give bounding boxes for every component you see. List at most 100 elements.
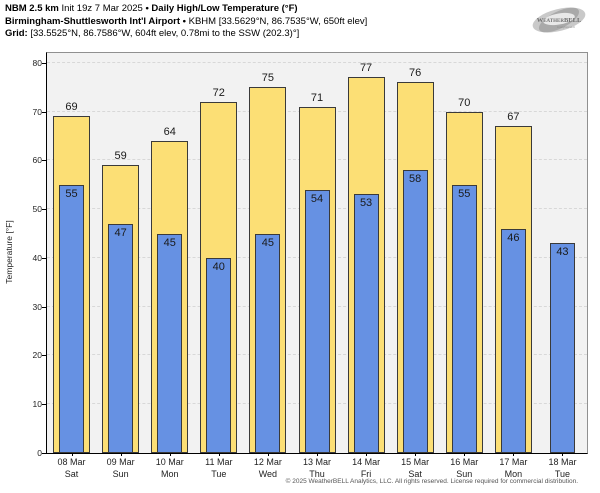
x-tick-date: 13 Mar — [302, 457, 331, 467]
x-tick-label: 10 Mar Mon — [145, 457, 194, 480]
y-tick-mark — [42, 355, 46, 357]
low-bar — [451, 184, 477, 453]
svg-text:Analytics LLC: Analytics LLC — [557, 25, 576, 29]
x-tick-label: 09 Mar Sun — [96, 457, 145, 480]
high-value-label: 72 — [212, 86, 225, 99]
x-tick-mark — [71, 453, 73, 456]
x-tick-label: 11 Mar Tue — [194, 457, 243, 480]
x-tick-mark — [218, 453, 220, 456]
y-tick-label: 60 — [32, 155, 42, 166]
x-tick-weekday: Thu — [309, 468, 325, 479]
y-tick-label: 50 — [32, 204, 42, 215]
x-tick-weekday: Sun — [456, 468, 473, 479]
x-tick-date: 12 Mar — [253, 457, 282, 467]
low-bar — [549, 243, 575, 453]
low-value-label: 46 — [507, 231, 520, 244]
y-tick-mark — [42, 257, 46, 259]
low-value-label: 53 — [359, 197, 373, 210]
low-value-label: 40 — [212, 260, 225, 273]
y-tick-label: 80 — [32, 57, 42, 68]
high-value-label: 64 — [163, 125, 176, 138]
y-tick-label: 40 — [32, 252, 42, 263]
low-bar — [402, 170, 428, 453]
x-tick-date: 08 Mar — [57, 457, 86, 467]
x-tick-date: 18 Mar — [548, 457, 577, 467]
svg-text:WEATHERBELL: WEATHERBELL — [537, 17, 582, 24]
x-tick-label: 14 Mar Fri — [342, 457, 391, 480]
x-tick-label: 15 Mar Sat — [391, 457, 440, 480]
high-value-label: 69 — [65, 101, 78, 114]
y-tick-label: 70 — [32, 106, 42, 117]
x-tick-mark — [415, 453, 417, 456]
title-line-model: NBM 2.5 km Init 19z 7 Mar 2025 • Daily H… — [5, 3, 367, 16]
x-tick-weekday: Fri — [360, 468, 372, 479]
high-value-label: 76 — [409, 67, 422, 80]
x-tick-date: 14 Mar — [352, 457, 381, 467]
x-tick-date: 15 Mar — [401, 457, 430, 467]
low-value-label: 58 — [409, 173, 422, 186]
x-tick-label: 17 Mar Mon — [489, 457, 538, 480]
y-tick-mark — [42, 453, 46, 454]
chart-title-block: NBM 2.5 km Init 19z 7 Mar 2025 • Daily H… — [5, 3, 367, 41]
station-meta: KBHM [33.5629°N, 86.7535°W, 650ft elev] — [188, 15, 368, 27]
grid-label: Grid: — [5, 28, 28, 39]
low-bar — [59, 184, 85, 453]
y-tick-mark — [42, 160, 46, 162]
x-tick-weekday: Sun — [112, 468, 129, 479]
low-value-label: 45 — [163, 236, 176, 249]
x-tick-date: 11 Mar — [205, 457, 233, 467]
x-tick-weekday: Wed — [258, 468, 278, 479]
low-value-label: 54 — [310, 192, 324, 205]
high-value-label: 77 — [359, 62, 373, 75]
low-value-label: 43 — [556, 246, 569, 259]
x-tick-weekday: Sat — [408, 468, 422, 479]
y-tick-mark — [42, 306, 46, 308]
x-tick-date: 09 Mar — [106, 457, 135, 467]
product-name: • Daily High/Low Temperature (°F) — [145, 3, 298, 14]
x-tick-mark — [513, 453, 515, 456]
gridline — [47, 61, 587, 63]
grid-meta: [33.5525°N, 86.7586°W, 604ft elev, 0.78m… — [30, 28, 300, 39]
x-tick-weekday: Mon — [160, 468, 179, 479]
y-tick-label: 10 — [32, 399, 42, 410]
y-tick-mark — [42, 209, 46, 211]
copyright-notice: © 2025 WeatherBELL Analytics, LLC. All r… — [285, 478, 578, 485]
low-bar — [353, 194, 379, 453]
plot-area: 69 55 59 47 64 45 72 40 75 45 71 54 77 53 76 58 70 55 67 46… — [33, 52, 588, 479]
high-value-label: 67 — [507, 111, 520, 124]
x-tick-weekday: Tue — [211, 468, 227, 479]
x-tick-date: 16 Mar — [450, 457, 479, 467]
y-tick-mark — [42, 111, 46, 113]
station-name: Birmingham-Shuttlesworth Int'l Airport • — [5, 15, 186, 27]
x-tick-label: 18 Mar Tue — [538, 457, 587, 480]
low-bar — [206, 257, 232, 453]
weatherbell-logo-icon: WEATHERBELL Analytics LLC — [526, 2, 590, 45]
low-bar — [157, 233, 183, 453]
x-tick-mark — [169, 453, 171, 456]
x-tick-mark — [562, 453, 564, 456]
low-value-label: 55 — [65, 187, 78, 200]
y-tick-label: 20 — [32, 350, 42, 361]
x-tick-mark — [464, 453, 466, 456]
x-tick-weekday: Tue — [554, 468, 571, 479]
low-value-label: 55 — [458, 187, 471, 200]
low-bar — [108, 223, 134, 453]
model-name: NBM 2.5 km — [5, 3, 59, 14]
high-value-label: 70 — [458, 96, 471, 109]
x-tick-weekday: Mon — [504, 468, 523, 479]
y-tick-mark — [42, 62, 46, 64]
low-bar — [255, 233, 281, 453]
x-tick-date: 10 Mar — [155, 457, 184, 467]
x-tick-mark — [317, 453, 318, 456]
high-value-label: 59 — [114, 150, 127, 163]
x-tick-label: 13 Mar Thu — [292, 457, 341, 480]
x-tick-weekday: Sat — [64, 468, 79, 479]
low-bar — [500, 228, 526, 453]
y-tick-label: 0 — [37, 448, 42, 458]
x-tick-label: 08 Mar Sat — [47, 457, 96, 480]
title-line-station: Birmingham-Shuttlesworth Int'l Airport •… — [5, 16, 367, 29]
x-tick-mark — [366, 453, 368, 456]
y-tick-label: 30 — [32, 301, 42, 312]
title-line-grid: Grid: [33.5525°N, 86.7586°W, 604ft elev,… — [5, 28, 367, 41]
